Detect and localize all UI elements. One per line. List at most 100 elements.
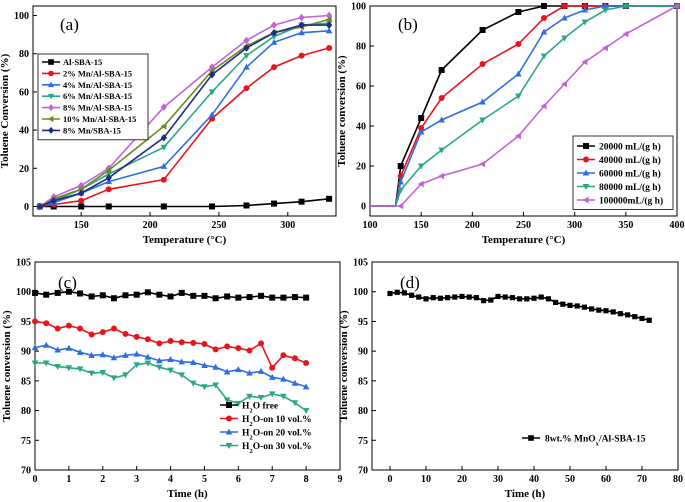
x-axis-title: Temperature (°C) [482, 234, 566, 246]
data-point [269, 364, 276, 371]
legend-swatch-marker [583, 156, 589, 163]
data-point [430, 295, 436, 301]
y-tick-label: 0 [24, 202, 29, 213]
data-point [540, 28, 548, 35]
data-point [65, 344, 73, 351]
data-point [167, 367, 174, 374]
x-tick-label: 5 [202, 474, 207, 485]
panel-c: 0 1 2 3 4 5 6 7 8 9 70 75 80 85 90 95 100 105 Time (h) Tolu… [1, 258, 343, 501]
data-point [581, 3, 588, 9]
series-line [39, 47, 330, 208]
data-point [418, 115, 425, 121]
data-point [479, 61, 486, 67]
data-point [122, 372, 129, 379]
data-point [160, 103, 167, 111]
data-point [540, 102, 547, 110]
y-tick-label: 100 [16, 287, 31, 298]
data-point [78, 203, 85, 210]
y-tick-label: 0 [361, 202, 366, 213]
data-point [201, 341, 208, 348]
data-point [257, 367, 265, 374]
data-point [99, 329, 106, 336]
data-point [144, 289, 151, 296]
data-point [280, 352, 287, 359]
x-tick-label: 50 [565, 474, 575, 485]
series-2 [31, 341, 310, 390]
data-point [201, 361, 208, 368]
data-point [156, 357, 163, 364]
data-point [167, 293, 174, 300]
data-point [160, 122, 167, 130]
x-tick-label: 350 [618, 220, 633, 231]
data-point [144, 353, 152, 360]
data-point [208, 89, 216, 96]
data-point [515, 41, 522, 47]
legend-label: 2% Mn/Al-SBA-15 [63, 68, 132, 78]
data-point [303, 360, 310, 367]
legend-label: Al-SBA-15 [63, 57, 102, 67]
data-point [223, 397, 231, 404]
data-point [418, 125, 425, 131]
data-point [156, 340, 163, 347]
data-point [235, 400, 242, 407]
data-point [280, 375, 287, 382]
data-point [298, 52, 305, 59]
data-point [110, 295, 117, 302]
data-point [32, 289, 38, 296]
data-point [459, 293, 465, 300]
x-tick-label: 3 [134, 474, 139, 485]
data-point [144, 360, 152, 367]
legend-label: 20000 mL/(g h) [599, 142, 661, 153]
data-point [417, 163, 425, 170]
data-point [76, 366, 84, 373]
data-point [515, 70, 522, 77]
data-point [167, 356, 174, 363]
legend-label: 4% Mn/Al-SBA-15 [63, 80, 132, 90]
data-point [246, 347, 253, 354]
data-point [602, 2, 609, 9]
data-point [243, 44, 250, 52]
data-point [31, 360, 39, 367]
legend-label: 80000 mL/(g h) [599, 182, 661, 193]
y-tick-label: 20 [356, 162, 366, 173]
data-point [99, 369, 107, 376]
data-point [144, 336, 151, 343]
data-point [76, 348, 84, 355]
legend-label: H2O-on 10 vol.% [242, 415, 312, 428]
y-tick-label: 100 [353, 287, 368, 298]
x-tick-label: 2 [100, 474, 105, 485]
data-point [178, 372, 186, 379]
data-point [156, 291, 163, 298]
data-point [625, 312, 631, 318]
data-point [326, 195, 333, 202]
data-point [502, 294, 508, 300]
data-point [397, 163, 404, 169]
data-point [581, 58, 588, 66]
data-point [479, 117, 486, 124]
data-point [31, 344, 39, 351]
data-point [258, 292, 265, 299]
y-axis-title: Toluene conversion (%) [338, 310, 350, 422]
y-tick-label: 105 [16, 258, 31, 269]
data-point [298, 13, 305, 22]
legend-label: H2O-on 30 vol.% [242, 442, 312, 455]
y-tick-label: 80 [21, 406, 31, 417]
data-point [302, 383, 310, 390]
data-point [224, 343, 231, 350]
data-point [235, 366, 242, 373]
legend-swatch-marker [582, 183, 590, 190]
data-point [622, 30, 629, 38]
data-point [178, 289, 185, 296]
y-tick-label: 85 [21, 376, 31, 387]
legend-swatch-marker [48, 70, 54, 77]
x-tick-label: 80 [673, 474, 683, 485]
data-point [77, 290, 84, 297]
data-point [401, 290, 407, 296]
data-point [561, 14, 568, 21]
x-tick-label: 150 [74, 220, 89, 231]
y-tick-label: 75 [21, 436, 31, 447]
x-tick-label: 400 [670, 220, 685, 231]
y-tick-label: 100 [351, 2, 366, 13]
y-tick-label: 85 [358, 376, 368, 387]
y-tick-label: 105 [353, 258, 368, 269]
